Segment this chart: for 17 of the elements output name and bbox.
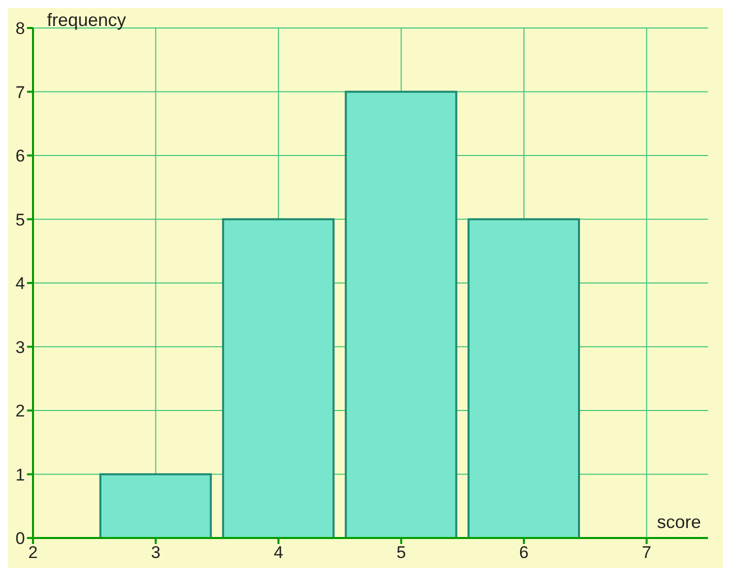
y-tick-label: 4 <box>16 274 25 294</box>
y-tick-label: 2 <box>16 402 25 421</box>
x-tick-label: 6 <box>519 543 529 562</box>
x-tick-label: 3 <box>150 543 160 562</box>
y-tick-label: 8 <box>16 19 25 38</box>
x-tick-label: 5 <box>396 543 406 562</box>
y-axis-title: frequency <box>47 10 126 31</box>
x-axis-title: score <box>656 512 701 533</box>
x-tick-label: 4 <box>274 543 284 562</box>
y-tick-label: 7 <box>16 82 25 102</box>
x-tick-label: 2 <box>28 543 38 562</box>
x-tick-label: 7 <box>642 543 652 562</box>
y-tick-label: 3 <box>16 338 25 357</box>
y-tick-label: 5 <box>16 210 25 230</box>
y-tick-label: 0 <box>16 529 25 548</box>
y-tick-label: 6 <box>16 146 25 166</box>
y-tick-label: 1 <box>16 465 25 484</box>
